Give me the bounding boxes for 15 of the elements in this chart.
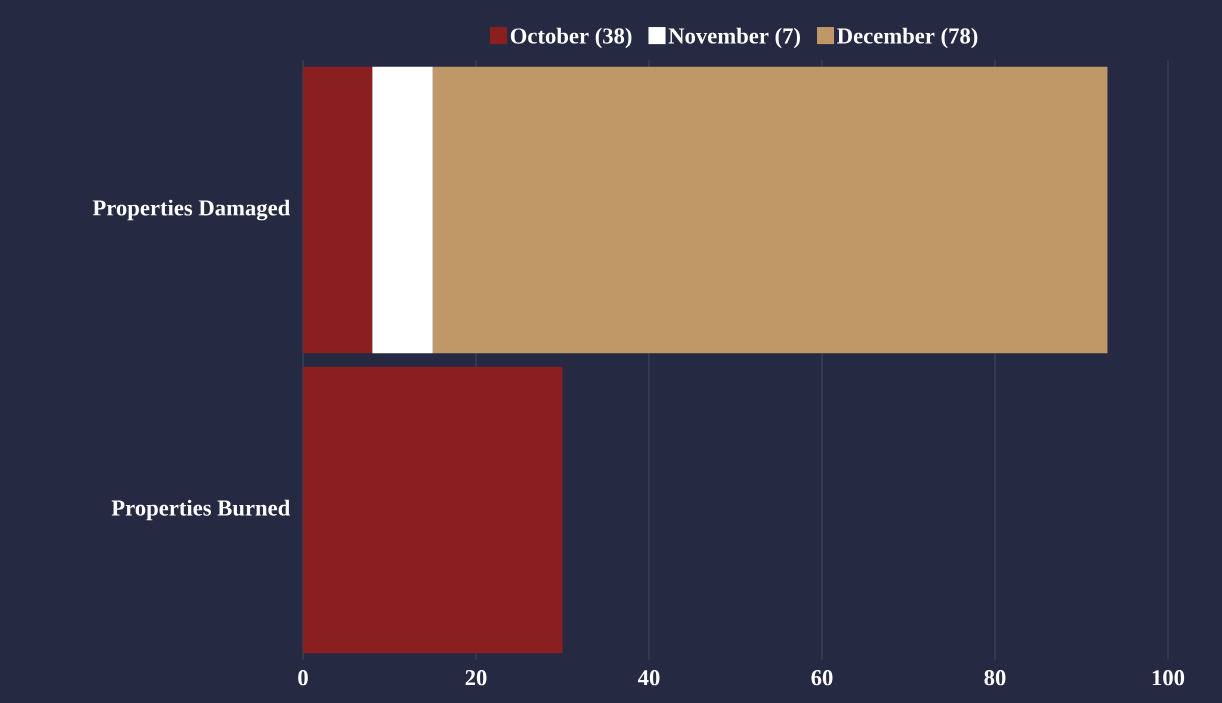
x-tick-label: 40 — [637, 670, 660, 686]
x-tick-label: 0 — [298, 670, 308, 686]
y-tick-label: Properties Burned — [111, 499, 291, 521]
y-tick-label: Properties Damaged — [92, 199, 291, 221]
bar — [303, 66, 373, 354]
bar — [432, 66, 1108, 354]
bar — [372, 66, 433, 354]
legend-label: December (78) — [837, 27, 978, 49]
x-tick-label: 20 — [465, 670, 487, 686]
x-tick-label: 100 — [1152, 670, 1185, 686]
x-tick-label: 80 — [984, 670, 1006, 686]
legend-label: November (7) — [668, 27, 800, 49]
legend-label: October (38) — [510, 27, 632, 49]
bar — [303, 366, 563, 654]
x-tick-label: 60 — [811, 670, 833, 686]
